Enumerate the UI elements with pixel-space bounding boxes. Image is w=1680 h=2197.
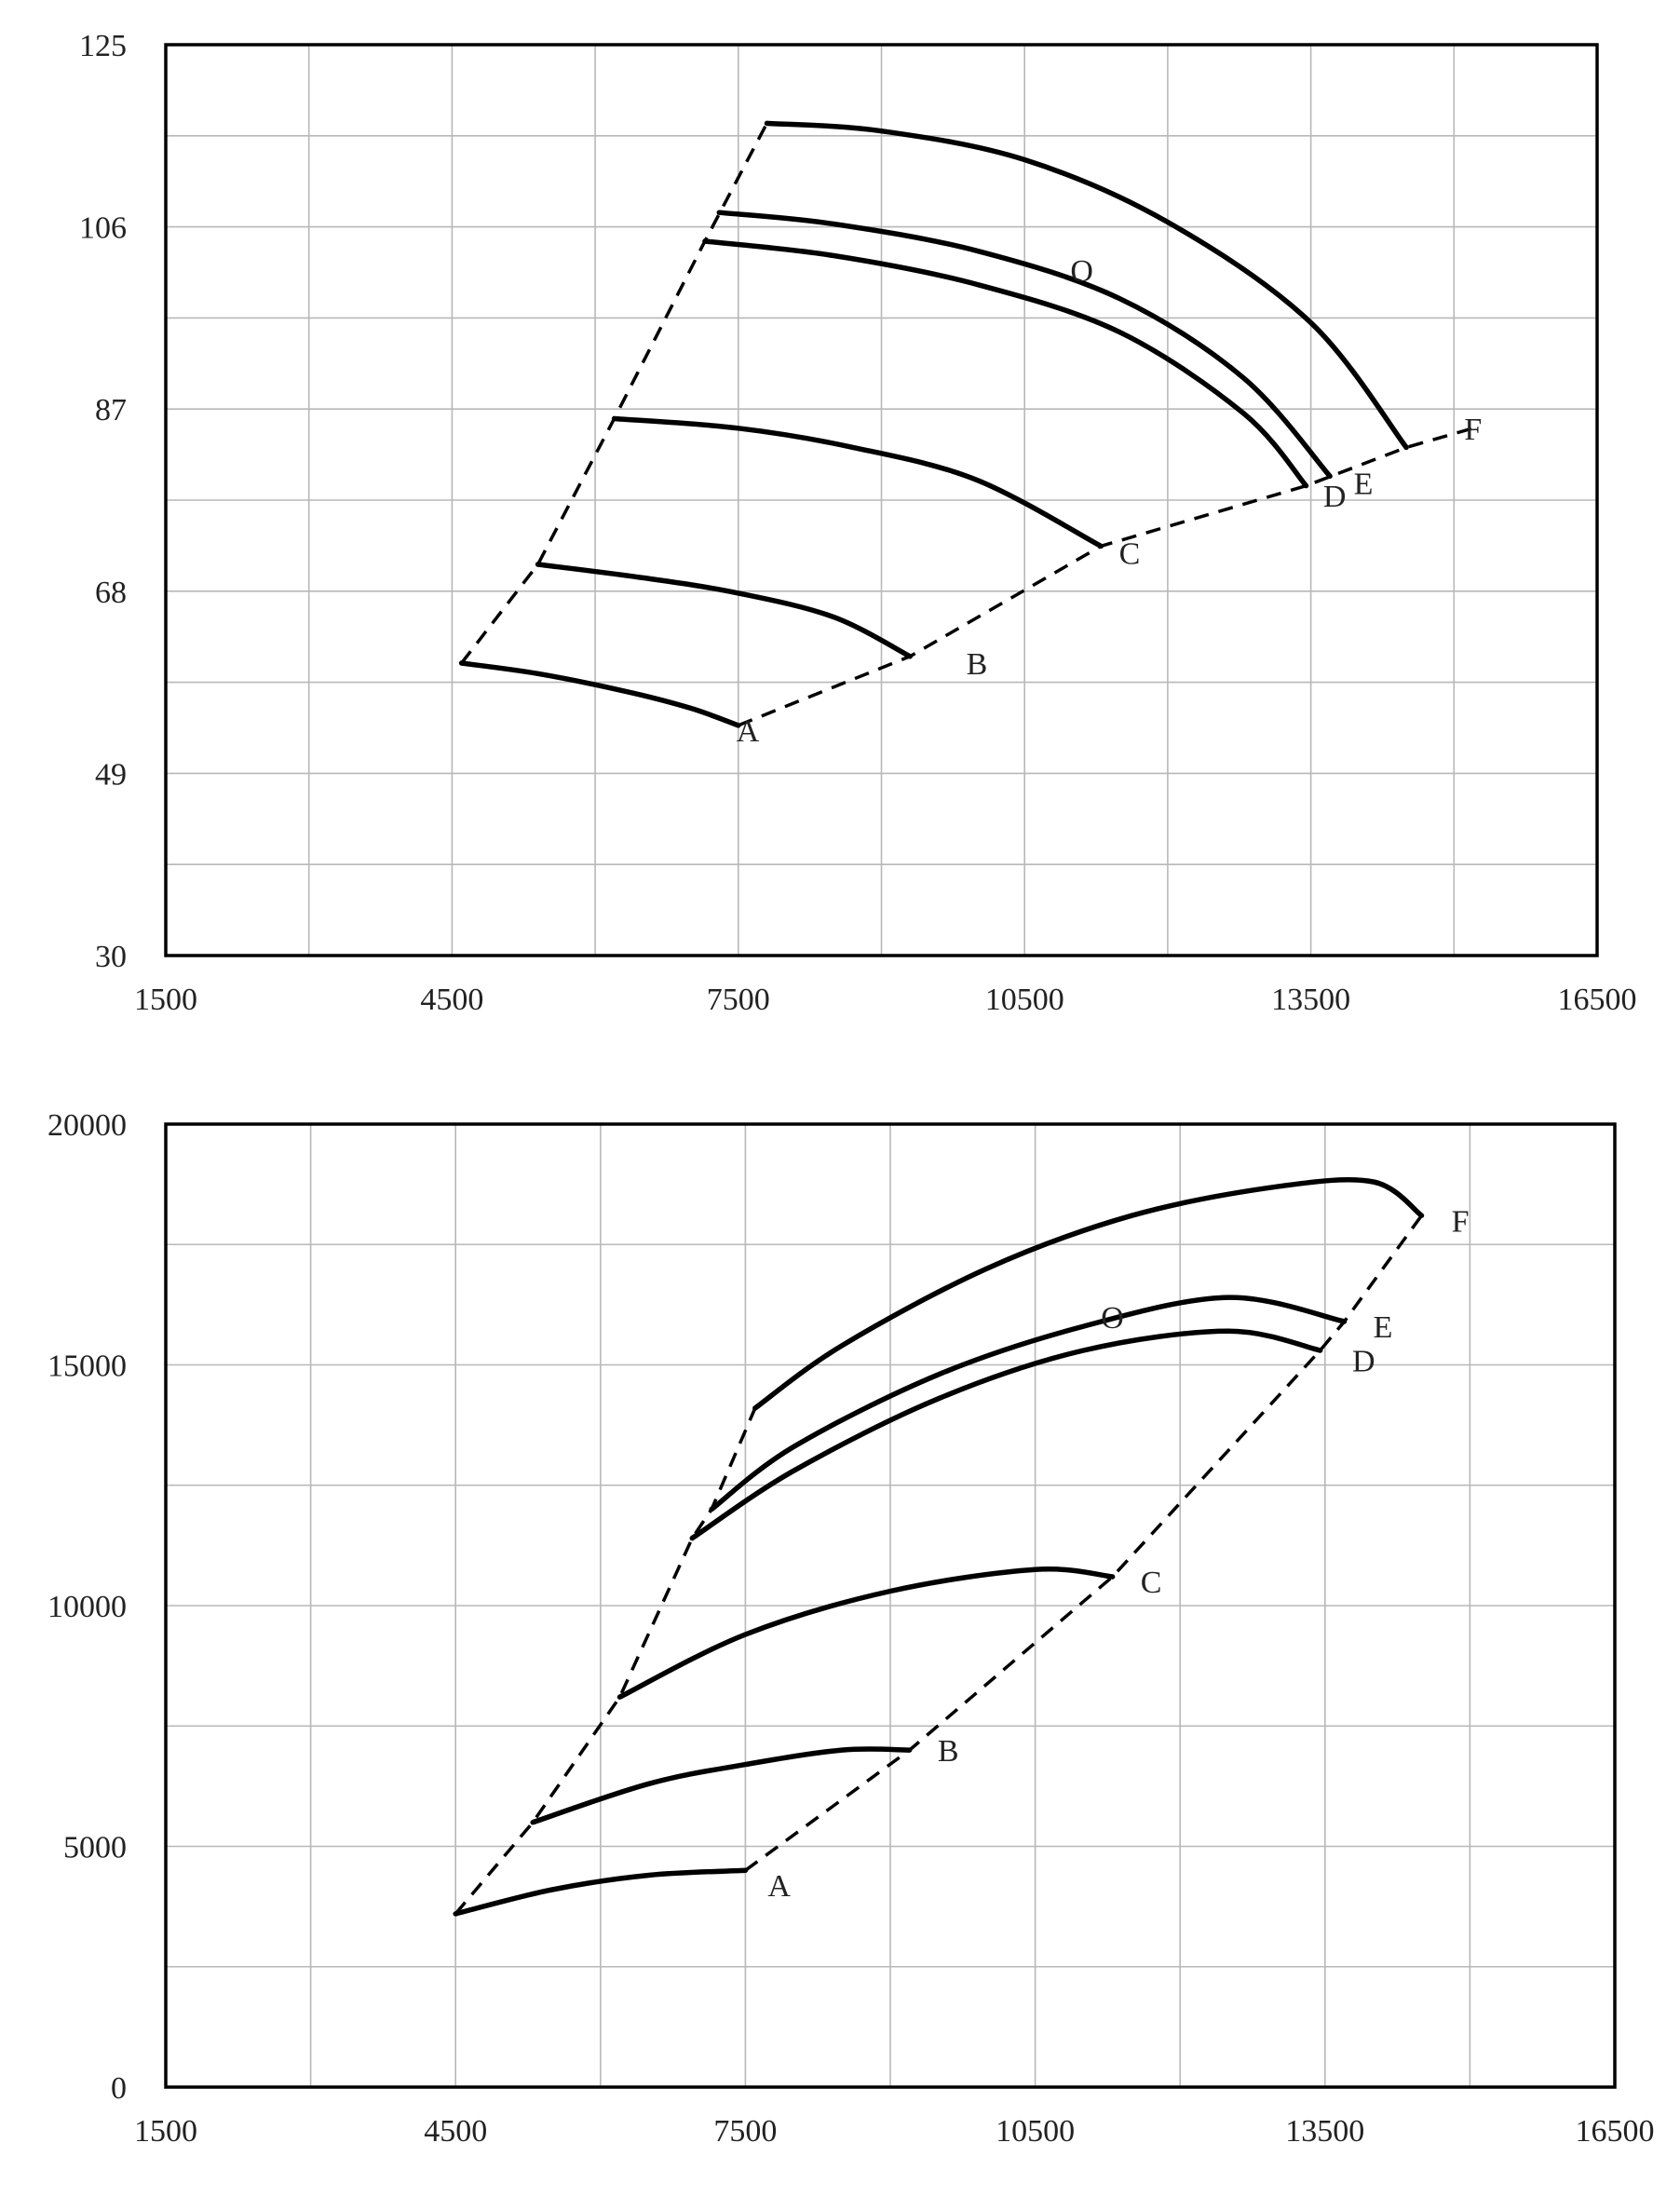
- chart-bottom-power: 1500 4500 7500 10500 13500 16500 0 5000 10000 150…: [47, 1108, 1655, 2149]
- point-label-F: F: [1452, 1204, 1470, 1239]
- curve-E: [709, 1295, 1348, 1512]
- y-tick-label: 68: [95, 576, 127, 610]
- x-tick-label: 4500: [420, 983, 483, 1017]
- point-label-F: F: [1464, 413, 1482, 447]
- y-tick-label: 0: [111, 2071, 127, 2106]
- boundary-line-right: [738, 427, 1474, 727]
- x-tick-label: 7500: [713, 2114, 777, 2149]
- point-label-O: O: [1070, 254, 1093, 289]
- point-label-A: A: [767, 1869, 791, 1904]
- x-tick-label: 10500: [996, 2114, 1075, 2149]
- point-label-A: A: [737, 714, 760, 749]
- point-label-C: C: [1119, 537, 1141, 572]
- y-tick-label: 87: [95, 393, 127, 427]
- point-label-B: B: [938, 1734, 959, 1769]
- curve-A: [453, 1867, 749, 1917]
- x-tick-label: 13500: [1285, 2114, 1364, 2149]
- plot-frame: [164, 1122, 1617, 2089]
- y-tick-label: 106: [79, 211, 127, 246]
- y-tick-label: 30: [95, 940, 127, 974]
- chart-top-pressure: 1500 4500 7500 10500 13500 16500 30 49 68 87 106 12…: [79, 29, 1637, 1017]
- curve-D: [689, 1328, 1323, 1541]
- point-label-D: D: [1352, 1344, 1375, 1378]
- point-label-B: B: [967, 647, 988, 682]
- boundary-line-right: [744, 1214, 1423, 1872]
- y-tick-label: 10000: [47, 1590, 127, 1624]
- x-tick-label: 13500: [1271, 983, 1350, 1017]
- curve-E: [716, 210, 1333, 480]
- y-tick-label: 125: [79, 29, 127, 63]
- boundary-line-left: [460, 122, 769, 665]
- y-tick-label: 15000: [47, 1349, 127, 1384]
- curve-B: [535, 562, 913, 659]
- point-label-E: E: [1354, 467, 1374, 501]
- y-tick-label: 49: [95, 757, 127, 792]
- x-tick-label: 10500: [985, 983, 1064, 1017]
- x-tick-label: 4500: [424, 2114, 487, 2149]
- y-tick-label: 5000: [63, 1831, 127, 1865]
- point-label-E: E: [1374, 1310, 1393, 1345]
- curve-A: [458, 660, 741, 728]
- point-label-C: C: [1141, 1566, 1162, 1600]
- curve-F: [752, 1177, 1425, 1411]
- point-label-D: D: [1323, 480, 1347, 514]
- curve-C: [611, 415, 1104, 549]
- x-tick-label: 1500: [134, 983, 197, 1017]
- point-label-O: O: [1101, 1301, 1124, 1336]
- y-tick-label: 20000: [47, 1108, 127, 1143]
- curve-C: [616, 1566, 1116, 1700]
- boundary-line-left: [454, 1407, 757, 1916]
- x-tick-label: 16500: [1558, 983, 1637, 1017]
- x-tick-label: 16500: [1576, 2114, 1655, 2149]
- curve-D: [702, 238, 1309, 489]
- x-tick-label: 7500: [707, 983, 770, 1017]
- plot-frame: [164, 43, 1599, 957]
- curve-F: [764, 120, 1409, 451]
- x-tick-label: 1500: [134, 2114, 197, 2149]
- curve-B: [530, 1746, 913, 1825]
